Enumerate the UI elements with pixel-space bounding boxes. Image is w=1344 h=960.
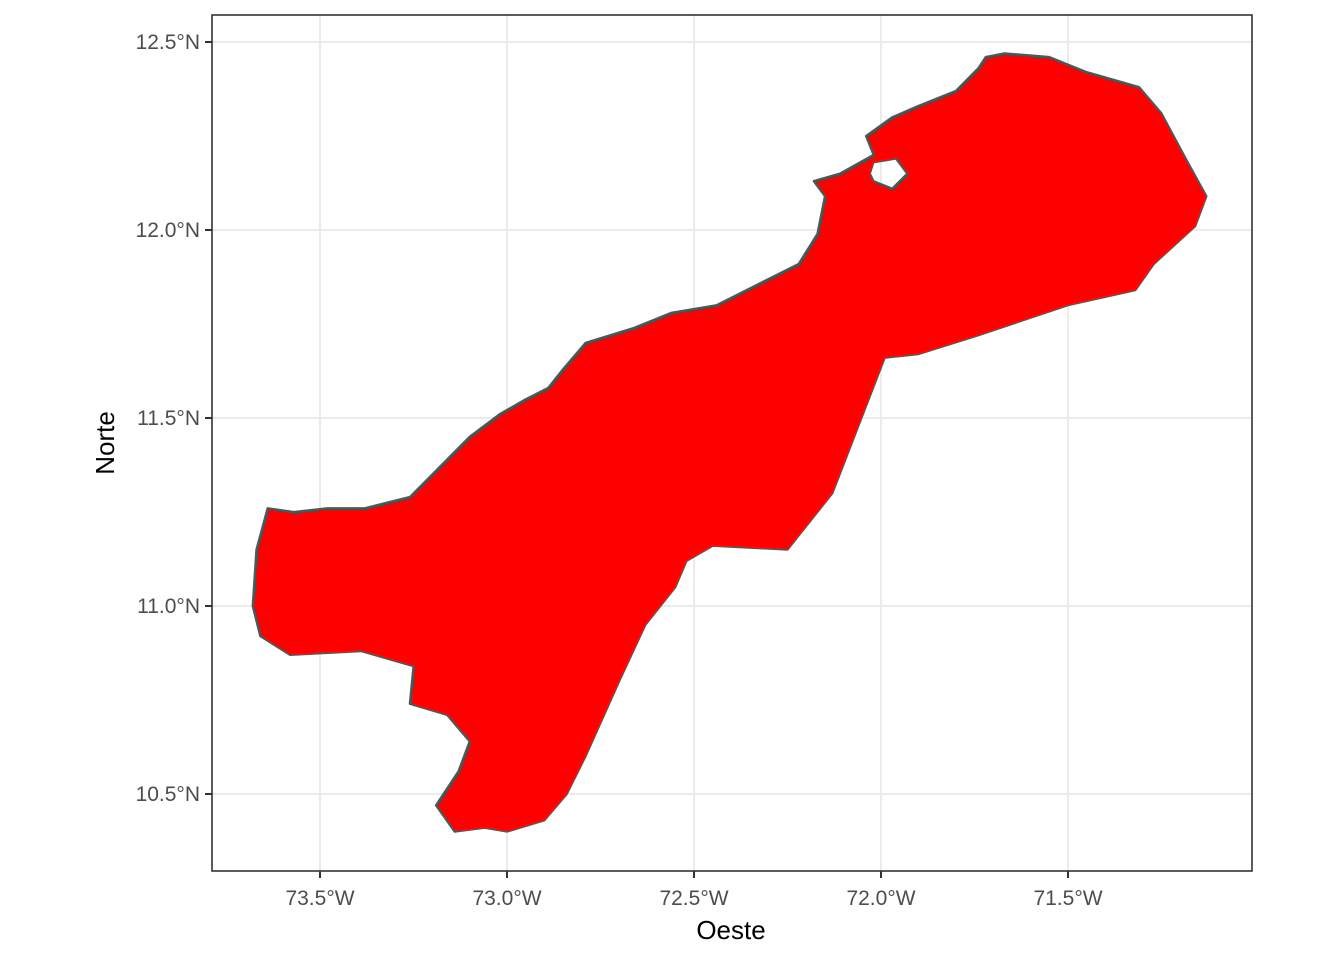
x-tick-label: 71.5°W: [1033, 887, 1102, 910]
y-tick-label: 11.5°N: [137, 407, 200, 430]
x-axis-title: Oeste: [696, 915, 765, 945]
y-tick-label: 10.5°N: [136, 783, 200, 806]
map-panel: [211, 14, 1253, 872]
x-tick-label: 73.5°W: [285, 887, 354, 910]
y-tick-label: 12.5°N: [136, 31, 200, 54]
x-tick-label: 73.0°W: [472, 887, 541, 910]
y-axis: 12.5°N 12.0°N 11.5°N 11.0°N 10.5°N: [136, 31, 212, 806]
region-polygon: [251, 52, 1208, 833]
x-tick-label: 72.0°W: [846, 887, 915, 910]
y-axis-title: Norte: [90, 411, 120, 475]
x-tick-label: 72.5°W: [659, 887, 728, 910]
x-axis: 73.5°W 73.0°W 72.5°W 72.0°W 71.5°W: [285, 871, 1103, 910]
panel-border: [211, 14, 1253, 872]
y-tick-label: 12.0°N: [136, 219, 200, 242]
y-tick-label: 11.0°N: [137, 595, 200, 618]
